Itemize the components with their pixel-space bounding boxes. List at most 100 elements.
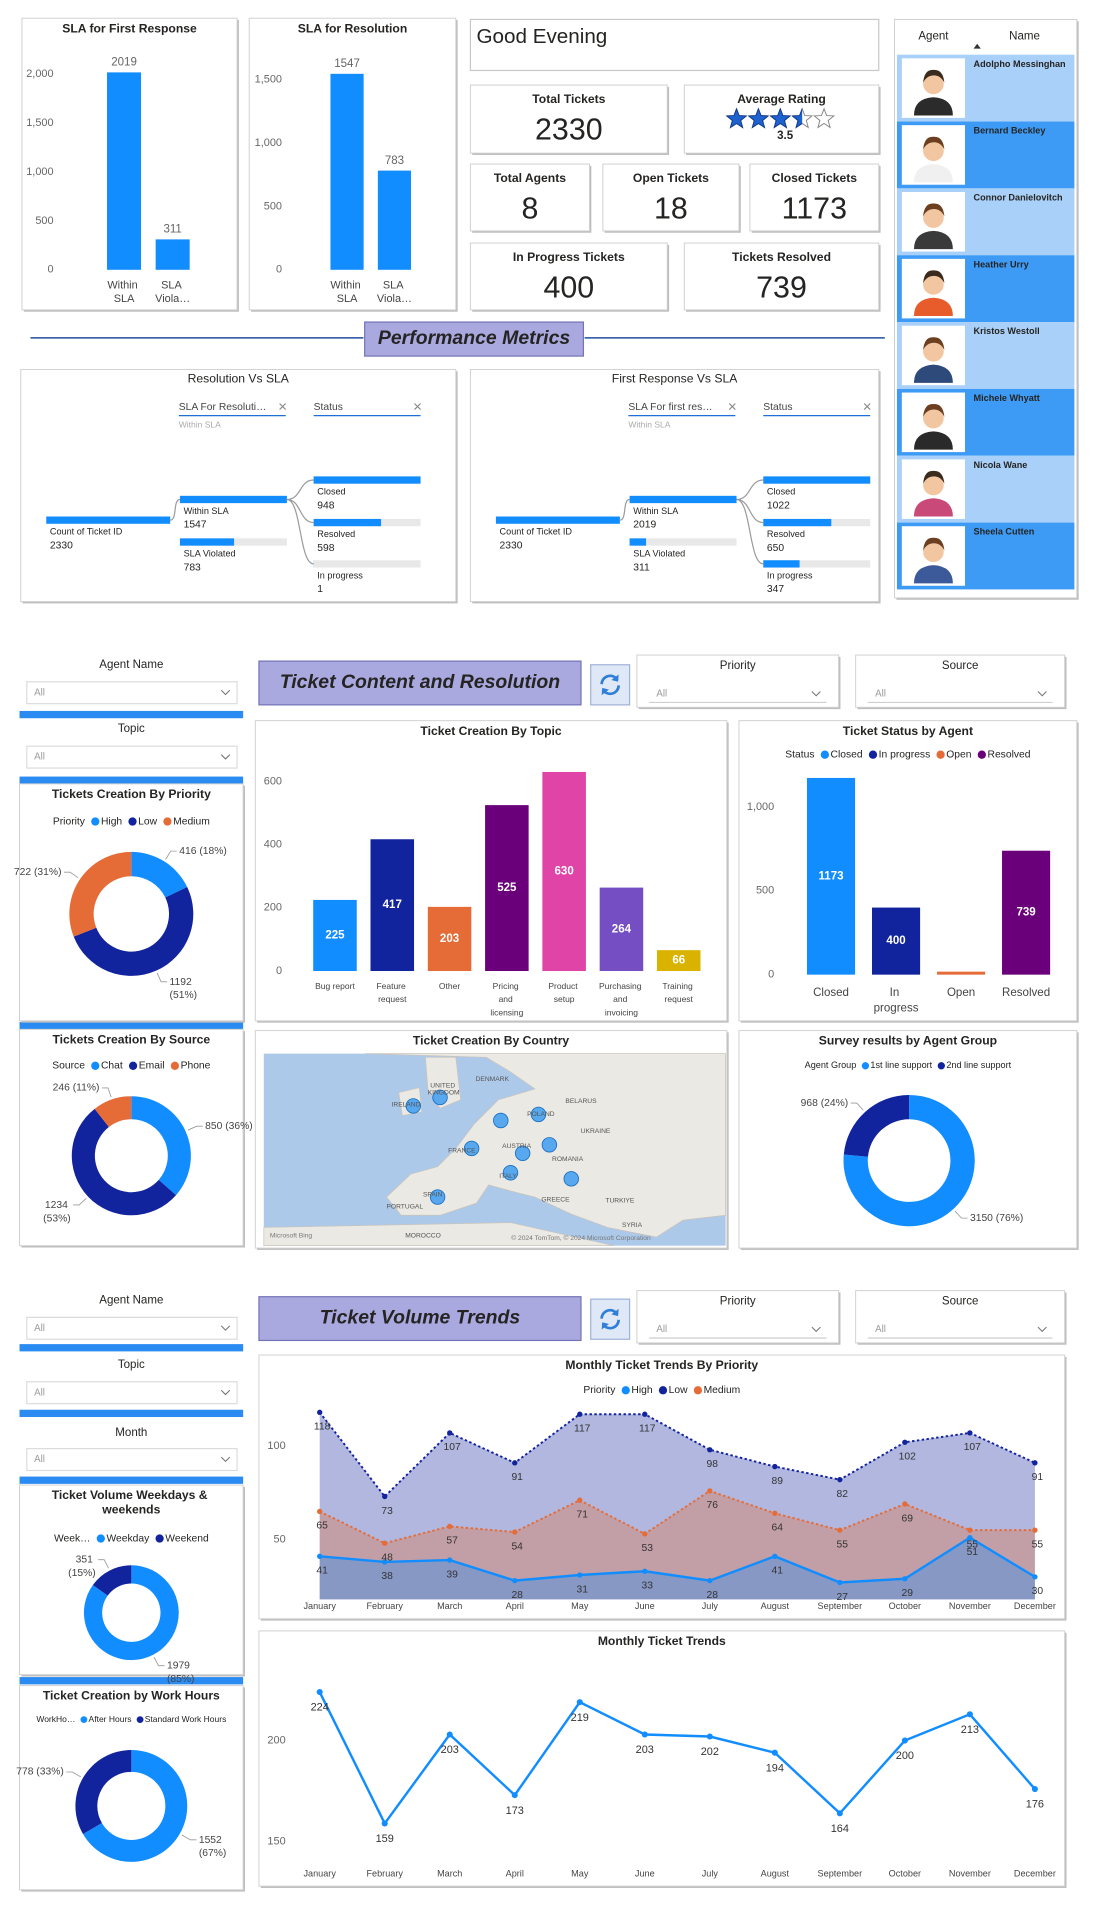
avatar-head [923,274,944,295]
x-tick-label: May [571,1868,589,1878]
x-tick-label: Resolved [1002,987,1050,999]
separator-bar [19,1409,244,1418]
legend-marker [977,750,986,759]
leader-line [165,850,177,860]
tree-bar [629,538,647,546]
tree-title: First Response Vs SLA [612,371,738,385]
legend-label: Email [139,1061,165,1072]
point [317,1409,323,1416]
map-bubble [541,1137,558,1153]
donut-slice [73,886,194,976]
legend-marker [155,1534,164,1543]
x-tick-label: December [1014,1868,1056,1878]
tree-title: Resolution Vs SLA [188,371,290,385]
map-bubble [502,1165,519,1181]
agent-name: Sheela Cutten [974,527,1035,537]
y-tick-label: 200 [267,1734,285,1746]
legend-label: Chat [101,1061,123,1072]
point [1032,1574,1038,1580]
slicer-dropdown [26,1448,238,1472]
tree-node-label: Within SLA [184,506,230,516]
bar [485,805,529,972]
legend-marker [861,1062,870,1070]
point [577,1572,583,1578]
x-tick-label: August [761,1868,790,1878]
point [772,1510,778,1516]
chart-title: Survey results by Agent Group [819,1034,997,1048]
legend: Priority High Low Medium [583,1385,740,1396]
label-line: Viola… [155,293,190,305]
label-line: (51%) [170,990,198,1001]
agent-name: Connor Danielovitch [974,192,1063,202]
data-label: 203 [440,933,459,945]
leader-line [73,1197,87,1206]
data-label: 28 [706,1590,718,1601]
slicer-dropdown [26,1316,238,1340]
map-label: ITALY [499,1173,517,1180]
legend-marker [868,750,878,759]
tree-node-value: 598 [317,543,334,554]
dropdown-chevron [811,1326,821,1333]
tree-node-label: Within SLA [633,506,679,516]
avatar-hair [923,136,945,150]
legend-marker [128,1061,138,1070]
x-tick-label: Product setup [548,981,580,1004]
point [512,1577,518,1584]
data-label: 264 [612,923,632,935]
slicer-label: Agent Name [99,1294,163,1306]
separator-bar [19,1022,244,1030]
data-label: 194 [766,1762,784,1774]
legend-label: Resolved [988,749,1031,760]
legend-marker [163,817,172,826]
slicer-label: Priority [720,660,756,672]
data-label: 224 [311,1702,329,1714]
dropdown-chevron [1037,1326,1047,1333]
data-label: 54 [511,1541,523,1552]
kpi-value: 2330 [535,112,603,146]
map-label: BELARUS [565,1098,597,1105]
legend-label: Low [138,816,157,827]
x-tick-label: October [889,1868,921,1878]
map-bubble [432,1089,448,1106]
dropdown-chevron [220,689,231,696]
rating-star [748,108,769,129]
tree-bar [46,516,171,524]
chart-title: Ticket Creation By Topic [420,724,561,738]
dropdown-chevron [811,691,821,697]
map-label: FRANCE [448,1148,476,1155]
slicer-value: All [656,688,667,699]
y-tick-label: 1,500 [255,74,282,86]
data-label: 416 (18%) [179,846,227,857]
data-label: 722 (31%) [14,867,62,878]
data-label: 351 (15%) [68,1554,96,1578]
point [772,1463,778,1470]
map-bubble [463,1140,480,1157]
bar [937,971,986,975]
tree-node-value: 2330 [500,540,523,551]
separator-bar [19,776,244,784]
donut-slice [83,1750,188,1862]
label-line: Feature [376,981,408,991]
map-bubble [405,1098,421,1114]
data-label: 1552 (67%) [199,1835,227,1859]
slicer-value: All [34,1323,45,1334]
y-tick-label: 50 [274,1533,286,1545]
series-line [319,1489,1035,1545]
avatar-hair [923,537,945,551]
data-label: 3150 (76%) [970,1213,1023,1224]
panel [636,1290,840,1344]
agent-name: Michele Whyatt [974,393,1040,403]
tree-bar [495,516,620,524]
leader-line [954,1210,968,1219]
slicer-label: Source [942,1296,979,1308]
x-tick-label: February [366,1868,403,1878]
filter-clear [414,403,421,410]
avatar-head [923,73,944,95]
point [382,1540,388,1546]
slicer-value: All [656,1324,667,1335]
leader-line [63,871,79,879]
legend-label: Phone [181,1061,211,1072]
label-line: 351 [76,1554,96,1565]
slicer-value: All [34,1454,45,1465]
data-label: 783 [385,155,404,167]
